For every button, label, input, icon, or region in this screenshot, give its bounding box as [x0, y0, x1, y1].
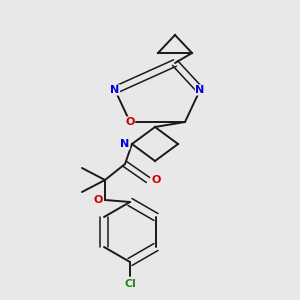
Text: O: O — [125, 117, 135, 127]
Text: O: O — [151, 175, 161, 185]
Text: N: N — [110, 85, 120, 95]
Text: O: O — [93, 195, 103, 205]
Text: N: N — [195, 85, 205, 95]
Text: Cl: Cl — [124, 279, 136, 289]
Text: N: N — [120, 139, 130, 149]
